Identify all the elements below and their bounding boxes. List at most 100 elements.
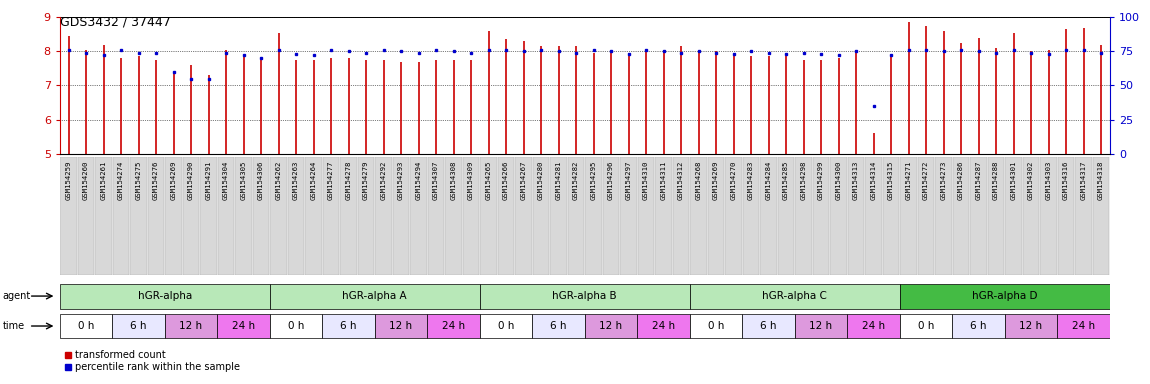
Text: GSM154284: GSM154284	[766, 161, 772, 200]
Text: GSM154297: GSM154297	[626, 161, 631, 200]
Text: GSM154314: GSM154314	[871, 161, 876, 200]
Text: 12 h: 12 h	[179, 321, 202, 331]
FancyBboxPatch shape	[270, 284, 480, 308]
Text: GSM154259: GSM154259	[66, 161, 71, 200]
FancyBboxPatch shape	[707, 157, 724, 275]
Text: 24 h: 24 h	[232, 321, 255, 331]
Text: 24 h: 24 h	[652, 321, 675, 331]
FancyBboxPatch shape	[568, 157, 584, 275]
Text: GSM154282: GSM154282	[573, 161, 580, 200]
Text: GSM154299: GSM154299	[818, 161, 825, 200]
Text: GSM154264: GSM154264	[310, 161, 316, 200]
FancyBboxPatch shape	[1092, 157, 1110, 275]
Text: 12 h: 12 h	[390, 321, 413, 331]
FancyBboxPatch shape	[848, 314, 899, 338]
Text: 6 h: 6 h	[551, 321, 567, 331]
Text: 6 h: 6 h	[130, 321, 147, 331]
Text: GSM154281: GSM154281	[555, 161, 561, 200]
FancyBboxPatch shape	[428, 314, 480, 338]
FancyBboxPatch shape	[585, 157, 601, 275]
FancyBboxPatch shape	[584, 314, 637, 338]
FancyBboxPatch shape	[743, 157, 759, 275]
Text: GSM154301: GSM154301	[1011, 161, 1017, 200]
FancyBboxPatch shape	[270, 157, 288, 275]
FancyBboxPatch shape	[270, 314, 322, 338]
Text: GSM154316: GSM154316	[1063, 161, 1070, 200]
FancyBboxPatch shape	[480, 314, 532, 338]
FancyBboxPatch shape	[428, 157, 444, 275]
Text: 6 h: 6 h	[340, 321, 356, 331]
Text: 6 h: 6 h	[971, 321, 987, 331]
FancyBboxPatch shape	[217, 157, 235, 275]
FancyBboxPatch shape	[760, 157, 777, 275]
Text: GSM154310: GSM154310	[643, 161, 649, 200]
FancyBboxPatch shape	[1057, 314, 1110, 338]
FancyBboxPatch shape	[113, 157, 130, 275]
FancyBboxPatch shape	[358, 157, 375, 275]
FancyBboxPatch shape	[166, 157, 182, 275]
Text: GSM154308: GSM154308	[451, 161, 457, 200]
Text: 24 h: 24 h	[1072, 321, 1095, 331]
FancyBboxPatch shape	[1022, 157, 1040, 275]
Text: hGR-alpha: hGR-alpha	[138, 291, 192, 301]
FancyBboxPatch shape	[130, 157, 147, 275]
Text: GSM154268: GSM154268	[696, 161, 702, 200]
Text: GSM154304: GSM154304	[223, 161, 229, 200]
FancyBboxPatch shape	[253, 157, 269, 275]
Text: GSM154280: GSM154280	[538, 161, 544, 200]
Text: GSM154272: GSM154272	[923, 161, 929, 200]
Text: GSM154265: GSM154265	[485, 161, 491, 200]
FancyBboxPatch shape	[673, 157, 689, 275]
FancyBboxPatch shape	[1040, 157, 1057, 275]
FancyBboxPatch shape	[445, 157, 462, 275]
Text: GSM154271: GSM154271	[905, 161, 912, 200]
FancyBboxPatch shape	[515, 157, 532, 275]
Legend: transformed count, percentile rank within the sample: transformed count, percentile rank withi…	[64, 351, 240, 372]
Text: GSM154276: GSM154276	[153, 161, 159, 200]
Text: 12 h: 12 h	[599, 321, 622, 331]
FancyBboxPatch shape	[462, 157, 480, 275]
Text: time: time	[2, 321, 24, 331]
Text: 0 h: 0 h	[498, 321, 514, 331]
FancyBboxPatch shape	[340, 157, 356, 275]
FancyBboxPatch shape	[935, 157, 952, 275]
Text: GSM154307: GSM154307	[434, 161, 439, 200]
Text: 12 h: 12 h	[810, 321, 833, 331]
FancyBboxPatch shape	[637, 157, 654, 275]
Text: hGR-alpha A: hGR-alpha A	[343, 291, 407, 301]
FancyBboxPatch shape	[988, 157, 1004, 275]
Text: GSM154318: GSM154318	[1098, 161, 1104, 200]
FancyBboxPatch shape	[323, 157, 339, 275]
FancyBboxPatch shape	[656, 157, 672, 275]
FancyBboxPatch shape	[620, 157, 637, 275]
Text: GSM154269: GSM154269	[713, 161, 719, 200]
Text: GSM154277: GSM154277	[328, 161, 334, 200]
FancyBboxPatch shape	[742, 314, 795, 338]
Text: GSM154294: GSM154294	[415, 161, 422, 200]
FancyBboxPatch shape	[60, 314, 113, 338]
FancyBboxPatch shape	[690, 157, 707, 275]
Text: GSM154290: GSM154290	[189, 161, 194, 200]
Text: 24 h: 24 h	[442, 321, 465, 331]
FancyBboxPatch shape	[78, 157, 94, 275]
Text: 0 h: 0 h	[918, 321, 934, 331]
Text: 12 h: 12 h	[1019, 321, 1043, 331]
Text: GSM154279: GSM154279	[363, 161, 369, 200]
FancyBboxPatch shape	[235, 157, 252, 275]
FancyBboxPatch shape	[498, 157, 514, 275]
FancyBboxPatch shape	[183, 157, 199, 275]
FancyBboxPatch shape	[532, 314, 584, 338]
FancyBboxPatch shape	[60, 157, 77, 275]
FancyBboxPatch shape	[1005, 314, 1057, 338]
FancyBboxPatch shape	[481, 157, 497, 275]
FancyBboxPatch shape	[411, 157, 427, 275]
FancyBboxPatch shape	[813, 157, 829, 275]
Text: GSM154295: GSM154295	[590, 161, 597, 200]
FancyBboxPatch shape	[1075, 157, 1091, 275]
FancyBboxPatch shape	[305, 157, 322, 275]
Text: 24 h: 24 h	[862, 321, 886, 331]
Text: GSM154266: GSM154266	[503, 161, 509, 200]
FancyBboxPatch shape	[60, 284, 270, 308]
Text: GSM154315: GSM154315	[888, 161, 894, 200]
Text: GSM154263: GSM154263	[293, 161, 299, 200]
